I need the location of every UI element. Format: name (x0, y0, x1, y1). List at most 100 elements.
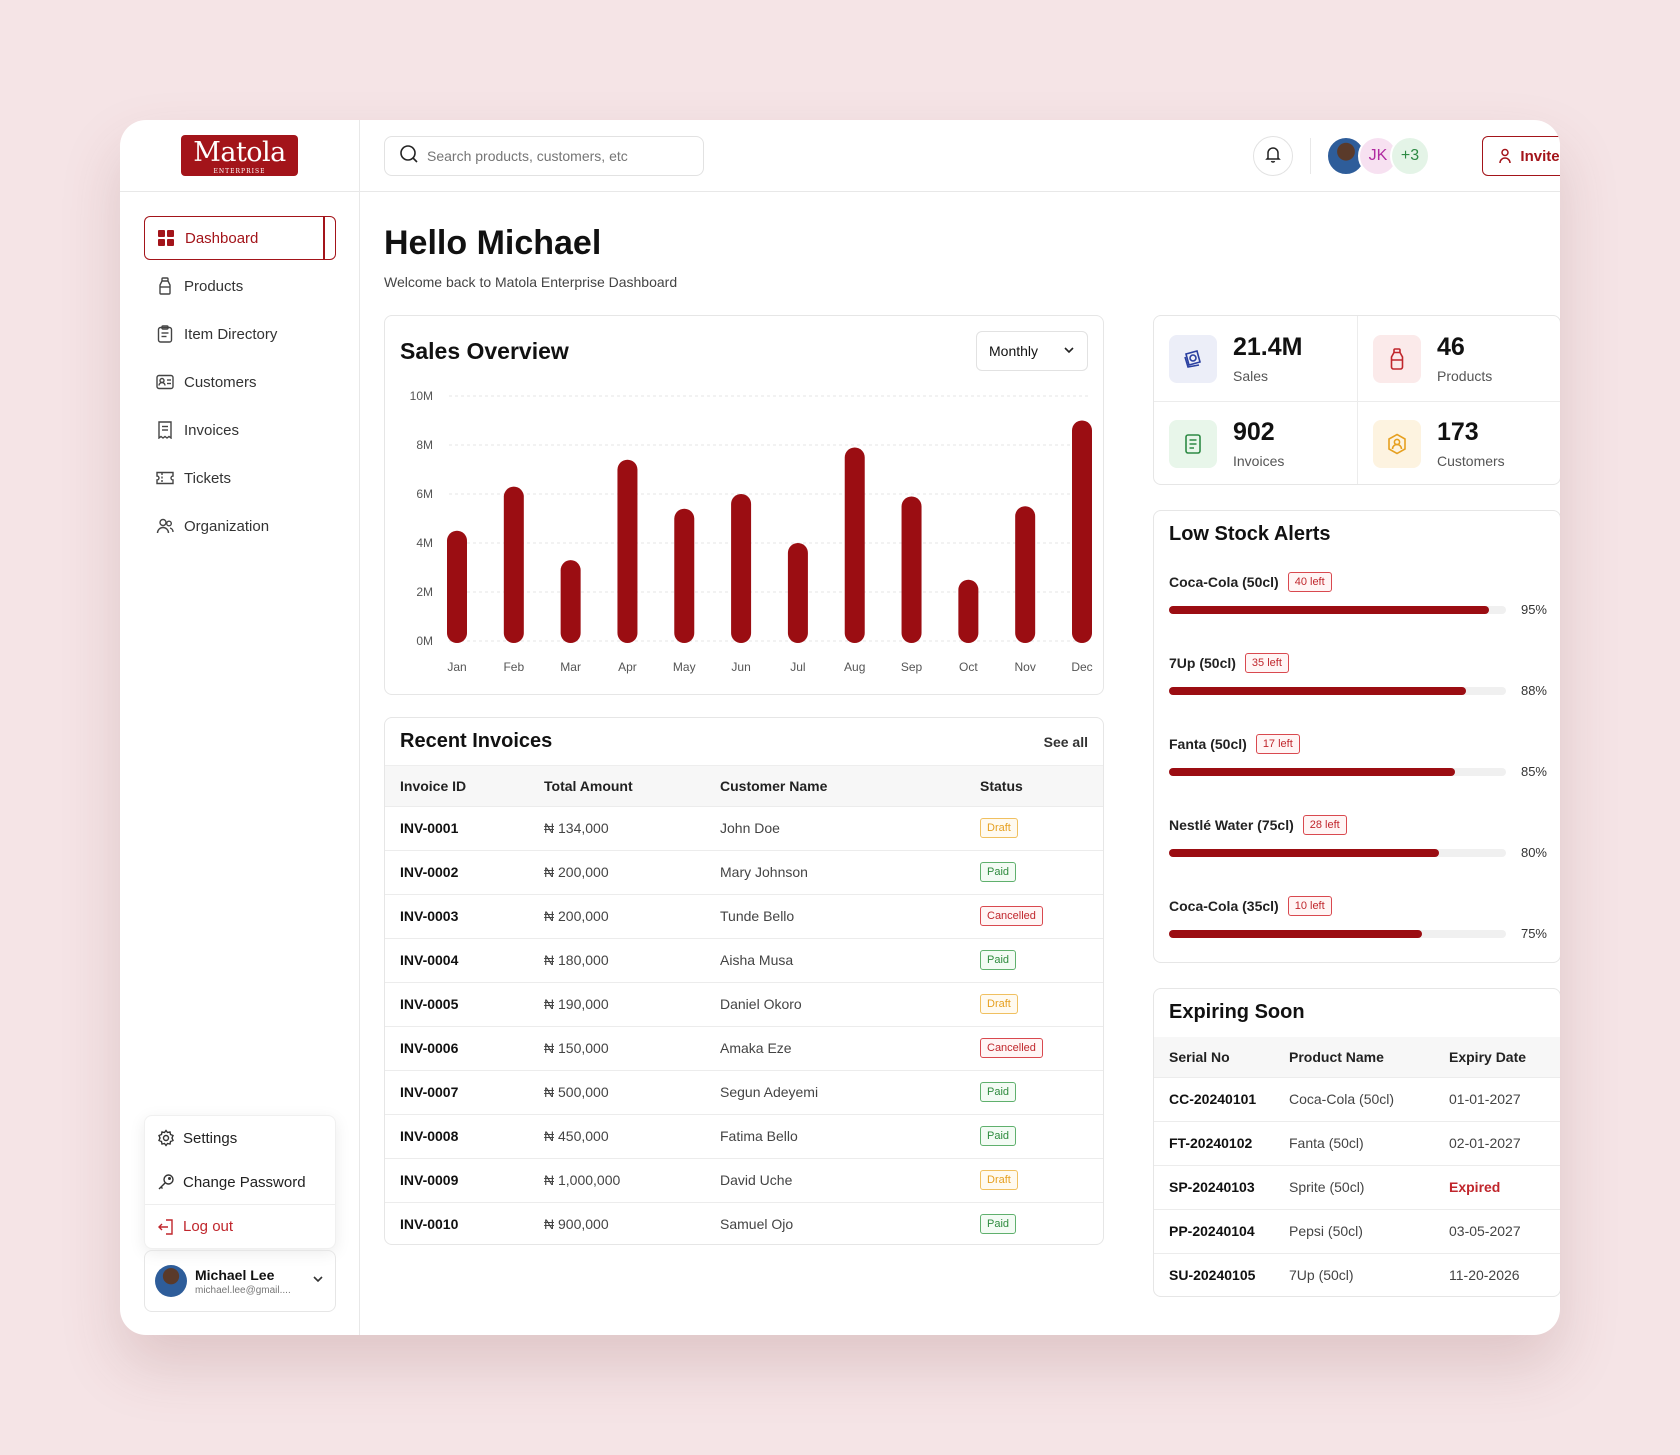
status-badge: Paid (980, 1082, 1017, 1102)
column-header[interactable]: Expiry Date (1434, 1037, 1560, 1077)
stat-label: Products (1437, 368, 1493, 384)
invoice-customer: John Doe (705, 805, 965, 850)
bar-dec[interactable] (1072, 420, 1092, 644)
change-password-menu-item[interactable]: Change Password (145, 1160, 335, 1204)
settings-menu-item[interactable]: Settings (145, 1116, 335, 1160)
table-row[interactable]: INV-0008 ₦ 450,000 Fatima Bello Paid (385, 1113, 1103, 1158)
bar-apr[interactable] (617, 459, 638, 643)
expiring-table: Serial No Product Name Expiry Date CC-20… (1154, 1037, 1560, 1296)
sidebar-item-item-directory[interactable]: Item Directory (144, 312, 336, 356)
sidebar-item-label: Tickets (184, 469, 231, 487)
invoice-customer: Mary Johnson (705, 849, 965, 894)
table-row[interactable]: SU-20240105 7Up (50cl) 11-20-2026 (1154, 1252, 1560, 1296)
table-row[interactable]: INV-0009 ₦ 1,000,000 David Uche Draft (385, 1157, 1103, 1202)
stock-progress-bar (1169, 930, 1506, 938)
table-row[interactable]: INV-0005 ₦ 190,000 Daniel Okoro Draft (385, 981, 1103, 1026)
column-header[interactable]: Total Amount (529, 766, 705, 806)
table-row[interactable]: PP-20240104 Pepsi (50cl) 03-05-2027 (1154, 1208, 1560, 1253)
sidebar-item-dashboard[interactable]: Dashboard (144, 216, 336, 260)
serial-no: PP-20240104 (1154, 1208, 1274, 1253)
invoice-amount: ₦ 134,000 (529, 805, 705, 850)
avatar-more-count[interactable]: +3 (1390, 136, 1430, 176)
product-name: Coca-Cola (50cl) (1274, 1076, 1434, 1121)
product-name: Pepsi (50cl) (1274, 1208, 1434, 1253)
low-stock-item[interactable]: Coca-Cola (35cl) 10 left 75% (1169, 896, 1547, 941)
column-header[interactable]: Serial No (1154, 1037, 1274, 1077)
invoice-amount: ₦ 500,000 (529, 1069, 705, 1114)
column-header[interactable]: Customer Name (705, 766, 965, 806)
bar-sep[interactable] (901, 496, 922, 643)
invoice-id: INV-0005 (385, 981, 529, 1026)
serial-no: SU-20240105 (1154, 1252, 1274, 1296)
low-stock-item[interactable]: 7Up (50cl) 35 left 88% (1169, 653, 1547, 698)
bar-may[interactable] (674, 508, 695, 643)
see-all-link[interactable]: See all (1043, 733, 1088, 750)
column-header[interactable]: Product Name (1274, 1037, 1434, 1077)
table-row[interactable]: INV-0006 ₦ 150,000 Amaka Eze Cancelled (385, 1025, 1103, 1070)
invite-button[interactable]: Invite (1482, 136, 1560, 176)
sidebar-item-tickets[interactable]: Tickets (144, 456, 336, 500)
status-badge: Draft (980, 1170, 1018, 1190)
stock-progress-bar (1169, 849, 1506, 857)
low-stock-alerts-card: Low Stock Alerts Coca-Cola (50cl) 40 left… (1153, 510, 1560, 963)
stock-left-badge: 17 left (1255, 734, 1300, 754)
bar-nov[interactable] (1015, 506, 1036, 643)
sidebar: Matola ENTERPRISE Dashboard Products (120, 120, 360, 1335)
stat-customers[interactable]: 173 Customers (1358, 401, 1560, 484)
stock-left-badge: 10 left (1287, 896, 1332, 916)
search-box[interactable] (384, 136, 704, 176)
team-avatars[interactable]: JK +3 (1326, 136, 1430, 176)
status-badge: Draft (980, 994, 1018, 1014)
notifications-button[interactable] (1253, 136, 1293, 176)
table-row[interactable]: INV-0007 ₦ 500,000 Segun Adeyemi Paid (385, 1069, 1103, 1114)
sidebar-item-organization[interactable]: Organization (144, 504, 336, 548)
stat-invoices[interactable]: 902 Invoices (1154, 401, 1358, 484)
recent-invoices-card: Recent Invoices See all Invoice ID Total… (384, 717, 1104, 1245)
column-header[interactable]: Status (965, 766, 1103, 806)
table-row[interactable]: INV-0001 ₦ 134,000 John Doe Draft (385, 805, 1103, 850)
invoice-status-cell: Paid (965, 849, 1103, 894)
table-row[interactable]: CC-20240101 Coca-Cola (50cl) 01-01-2027 (1154, 1076, 1560, 1121)
stock-progress-fill (1169, 687, 1466, 695)
invoice-amount: ₦ 150,000 (529, 1025, 705, 1070)
recent-invoices-header: Recent Invoices See all (385, 718, 1103, 766)
low-stock-item[interactable]: Nestlé Water (75cl) 28 left 80% (1169, 815, 1547, 860)
bar-jun[interactable] (731, 494, 752, 643)
expiry-date: 01-01-2027 (1434, 1076, 1560, 1121)
sidebar-item-customers[interactable]: Customers (144, 360, 336, 404)
table-row[interactable]: FT-20240102 Fanta (50cl) 02-01-2027 (1154, 1120, 1560, 1165)
table-row[interactable]: SP-20240103 Sprite (50cl) Expired (1154, 1164, 1560, 1209)
stat-sales[interactable]: 21.4M Sales (1154, 316, 1358, 401)
stat-products[interactable]: 46 Products (1358, 316, 1560, 401)
period-select[interactable]: Monthly (976, 331, 1088, 371)
logout-menu-item[interactable]: Log out (145, 1204, 335, 1248)
user-profile-card[interactable]: Michael Lee michael.lee@gmail.... (144, 1250, 336, 1312)
bar-mar[interactable] (560, 560, 581, 643)
low-stock-item[interactable]: Coca-Cola (50cl) 40 left 95% (1169, 572, 1547, 617)
key-icon (157, 1173, 175, 1191)
low-stock-item[interactable]: Fanta (50cl) 17 left 85% (1169, 734, 1547, 779)
bell-icon (1264, 145, 1282, 168)
bar-jan[interactable] (447, 530, 467, 643)
table-row[interactable]: INV-0002 ₦ 200,000 Mary Johnson Paid (385, 849, 1103, 894)
search-input[interactable] (427, 148, 687, 164)
bar-feb[interactable] (503, 486, 524, 643)
column-header[interactable]: Invoice ID (385, 766, 529, 806)
sidebar-item-products[interactable]: Products (144, 264, 336, 308)
table-row[interactable]: INV-0003 ₦ 200,000 Tunde Bello Cancelled (385, 893, 1103, 938)
product-name: Fanta (50cl) (1274, 1120, 1434, 1165)
bar-aug[interactable] (844, 447, 865, 643)
invoice-status-cell: Draft (965, 981, 1103, 1026)
logo[interactable]: Matola ENTERPRISE (181, 135, 298, 176)
status-badge: Paid (980, 1214, 1017, 1235)
table-row[interactable]: INV-0004 ₦ 180,000 Aisha Musa Paid (385, 937, 1103, 982)
bar-oct[interactable] (958, 579, 979, 643)
receipt-icon (1169, 419, 1217, 468)
status-badge: Paid (980, 862, 1017, 882)
chevron-down-icon[interactable] (311, 1272, 325, 1291)
sidebar-item-invoices[interactable]: Invoices (144, 408, 336, 452)
table-row[interactable]: INV-0010 ₦ 900,000 Samuel Ojo Paid (385, 1201, 1103, 1244)
bar-jul[interactable] (787, 543, 808, 643)
stock-progress-bar (1169, 687, 1506, 695)
user-name: Michael Lee (195, 1266, 275, 1283)
